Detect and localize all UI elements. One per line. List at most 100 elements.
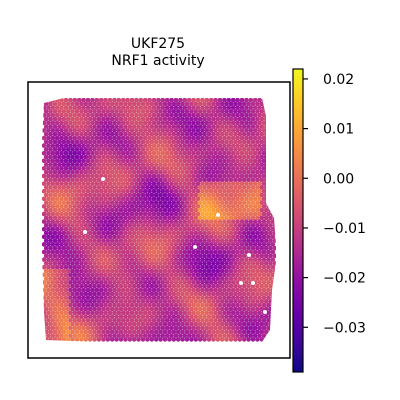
colorbar [292, 68, 304, 373]
spot [191, 98, 196, 103]
spot [105, 306, 111, 312]
spot [76, 158, 82, 164]
spot [136, 329, 141, 335]
spot [92, 230, 97, 236]
spot [65, 139, 71, 145]
spot [270, 234, 276, 240]
spot [131, 321, 137, 327]
spot [215, 101, 221, 107]
spot [151, 105, 157, 110]
spot [118, 337, 124, 342]
spot [250, 109, 256, 114]
spot [261, 204, 267, 209]
spot [230, 264, 236, 270]
spot [167, 131, 172, 137]
spot [250, 162, 256, 167]
spot [61, 253, 67, 259]
spot [226, 211, 232, 217]
spot [125, 181, 130, 186]
spot [87, 124, 93, 129]
spot [138, 219, 144, 224]
spot [219, 276, 225, 281]
spot [57, 154, 62, 160]
spot [76, 325, 82, 331]
spot [118, 291, 124, 297]
spot [239, 181, 245, 186]
spot [230, 105, 236, 110]
spot [233, 131, 238, 137]
spot [173, 226, 179, 232]
spot [226, 181, 232, 186]
spot [257, 166, 262, 171]
spot [241, 116, 247, 122]
spot [257, 310, 262, 316]
spot [43, 276, 49, 281]
spot [175, 268, 181, 274]
spot [120, 333, 126, 338]
spot [109, 223, 115, 228]
spot [206, 215, 212, 221]
spot [109, 162, 115, 167]
spot [266, 242, 271, 247]
spot [255, 276, 260, 281]
spot [211, 268, 216, 274]
spot [129, 128, 135, 133]
spot [180, 162, 185, 167]
spot [153, 253, 159, 259]
spot [213, 295, 218, 300]
spot [162, 268, 168, 274]
spot [248, 173, 254, 179]
spot [134, 302, 139, 308]
spot [107, 112, 113, 118]
spot [72, 98, 78, 103]
spot [59, 310, 64, 316]
spot [109, 109, 115, 114]
spot [178, 234, 183, 240]
spot [200, 310, 205, 316]
spot [189, 329, 194, 335]
spot [136, 238, 141, 243]
spot [151, 302, 157, 308]
spot [191, 158, 196, 164]
spot [76, 143, 82, 148]
spot [129, 135, 135, 141]
spot [81, 333, 86, 338]
spot [261, 325, 267, 331]
spot [239, 112, 245, 118]
spot [158, 131, 163, 137]
spot [222, 150, 227, 156]
spot [125, 120, 130, 126]
spot [193, 223, 199, 228]
spot [138, 333, 144, 338]
spot [233, 283, 238, 289]
spot [272, 139, 276, 145]
spot [208, 166, 214, 171]
spot [252, 211, 258, 217]
spot [116, 234, 122, 240]
spot [202, 177, 207, 183]
spot [178, 120, 183, 126]
spot [272, 207, 276, 213]
spot [224, 268, 229, 274]
spot [226, 280, 232, 285]
spot [105, 253, 111, 259]
spot [250, 306, 256, 312]
spot [48, 116, 53, 122]
spot [268, 200, 273, 205]
spot [169, 318, 174, 323]
spot [239, 226, 245, 232]
spot [96, 299, 102, 304]
spot [48, 169, 53, 175]
spot [171, 291, 177, 297]
spot [136, 169, 141, 175]
spot [147, 325, 152, 331]
colorbar-tick-label: −0.01 [323, 221, 366, 237]
spot [175, 185, 181, 190]
spot [87, 261, 93, 266]
spot [46, 188, 51, 194]
spot [206, 139, 212, 145]
spot [74, 109, 80, 114]
spot [90, 257, 95, 262]
spot [195, 135, 201, 141]
spot [164, 318, 170, 323]
